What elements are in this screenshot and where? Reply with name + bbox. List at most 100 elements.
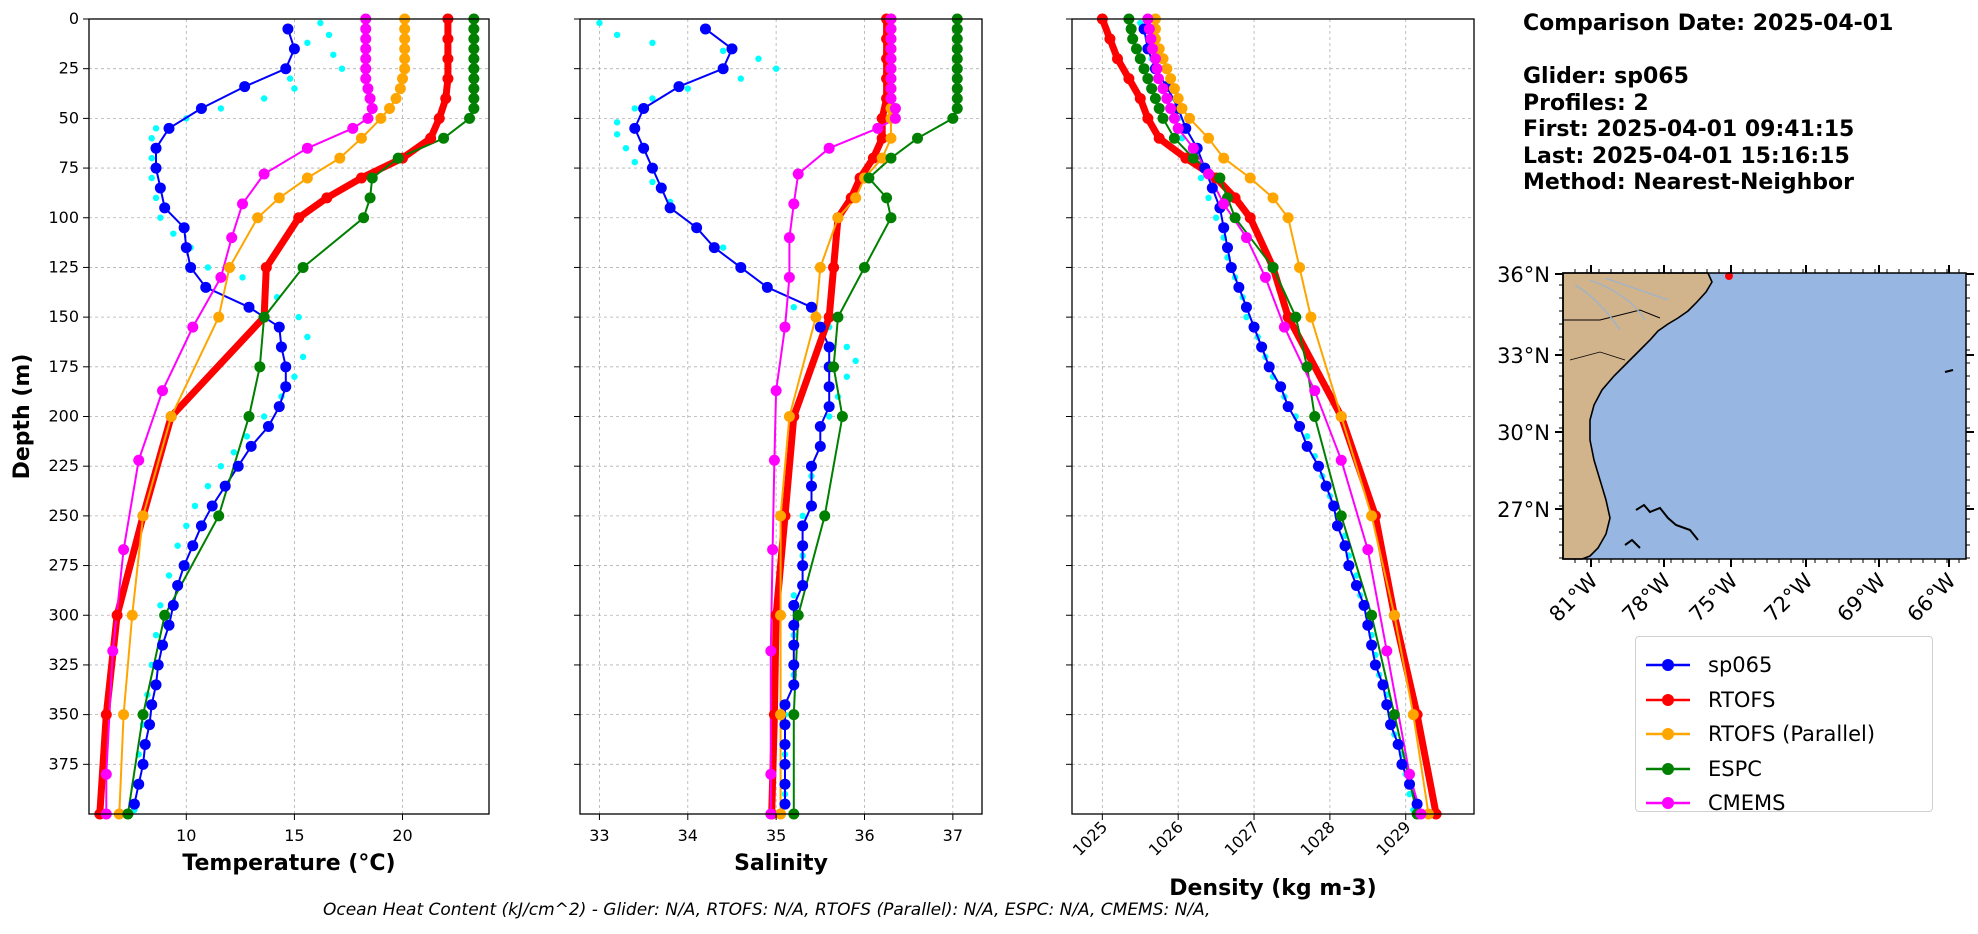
series-line-sp065 xyxy=(1143,28,1419,805)
series-point xyxy=(708,242,720,254)
series-point xyxy=(232,460,244,472)
map-river xyxy=(1604,277,1669,301)
series-point xyxy=(165,411,177,422)
series-point xyxy=(1134,53,1146,65)
series-point xyxy=(1206,182,1218,194)
series-point xyxy=(1388,609,1400,621)
glider-scatter-point xyxy=(217,462,225,470)
series-point xyxy=(358,212,370,224)
series-point xyxy=(765,768,777,780)
series-point xyxy=(273,321,285,333)
map-state-border xyxy=(1563,309,1661,321)
series-point xyxy=(767,544,779,556)
series-point xyxy=(783,271,795,283)
series-point xyxy=(1301,361,1313,373)
series-point xyxy=(1153,102,1165,114)
series-point xyxy=(805,500,817,512)
series-point xyxy=(646,162,658,174)
series-point xyxy=(1165,102,1177,114)
series-point xyxy=(163,122,175,134)
series-point xyxy=(805,480,817,492)
series-point xyxy=(1233,281,1245,293)
y-tick-label: 125 xyxy=(48,257,79,276)
series-point xyxy=(664,202,676,214)
glider-scatter-point xyxy=(260,413,268,420)
series-point xyxy=(150,679,162,691)
series-point xyxy=(788,679,800,691)
series-point xyxy=(779,738,791,750)
legend-swatch xyxy=(1646,797,1690,809)
series-point xyxy=(783,232,795,244)
glider-scatter-point xyxy=(148,174,155,182)
series-point xyxy=(876,112,888,124)
y-tick-label: 0 xyxy=(69,9,79,28)
series-point xyxy=(951,93,963,104)
series-point xyxy=(206,500,218,512)
y-tick-label: 225 xyxy=(48,456,79,475)
legend-label: ESPC xyxy=(1708,756,1762,781)
series-point xyxy=(167,599,179,611)
glider-scatter-point xyxy=(239,274,246,281)
series-point xyxy=(468,63,480,75)
series-point xyxy=(280,381,292,393)
series-point xyxy=(442,53,454,65)
series-point xyxy=(1248,321,1260,333)
series-point xyxy=(638,142,650,154)
series-point xyxy=(1165,73,1177,85)
glider-scatter-point xyxy=(174,542,181,549)
series-point xyxy=(1187,142,1199,154)
series-point xyxy=(1305,311,1317,323)
map-islands xyxy=(1624,503,1699,549)
series-point xyxy=(1142,73,1154,85)
y-tick-label: 100 xyxy=(48,208,79,227)
glider-scatter-point xyxy=(596,19,603,27)
series-point xyxy=(1411,798,1423,810)
series-point xyxy=(384,102,396,114)
x-tick-label: 37 xyxy=(943,826,963,845)
glider-scatter-point xyxy=(152,125,160,132)
series-point xyxy=(885,53,897,65)
series-point xyxy=(1301,440,1313,452)
last-time: Last: 2025-04-01 15:16:15 xyxy=(1523,143,1850,169)
series-point xyxy=(360,33,372,45)
series-point xyxy=(133,778,145,790)
glider-scatter-point xyxy=(790,303,798,311)
series-point xyxy=(792,609,804,621)
glider-scatter-point xyxy=(204,264,212,271)
series-point xyxy=(775,709,787,721)
series-point xyxy=(885,73,897,85)
x-tick-label: 1028 xyxy=(1296,817,1338,859)
series-point xyxy=(1335,510,1347,522)
series-point xyxy=(823,311,835,323)
series-point xyxy=(1221,242,1233,254)
series-point xyxy=(1294,420,1306,432)
glider-scatter-point xyxy=(243,433,251,440)
series-point xyxy=(215,271,227,283)
series-point xyxy=(1404,778,1416,790)
series-point xyxy=(375,112,387,124)
series-point xyxy=(1362,619,1374,631)
series-point xyxy=(1229,212,1241,224)
x-axis-label: Density (kg m-3) xyxy=(1169,876,1377,901)
series-point xyxy=(1339,540,1351,552)
series-point xyxy=(1366,639,1378,651)
series-point xyxy=(1146,83,1158,95)
series-point xyxy=(1369,659,1381,671)
legend-item: sp065 xyxy=(1636,650,1932,680)
series-point xyxy=(912,132,924,144)
series-point xyxy=(717,63,729,75)
series-point xyxy=(1153,132,1165,144)
glider-scatter-point xyxy=(1243,313,1250,321)
series-point xyxy=(726,43,738,55)
series-point xyxy=(224,261,236,273)
map-lat-label: 30°N xyxy=(1497,421,1550,445)
panel-2: 33 34 35 36 37 Salinity xyxy=(574,13,983,876)
series-point xyxy=(699,23,711,35)
profile-count: Profiles: 2 xyxy=(1523,90,1649,116)
x-tick-label: 10 xyxy=(176,826,196,845)
series-point xyxy=(362,112,374,124)
legend-item: ESPC xyxy=(1636,754,1932,784)
series-point xyxy=(814,420,826,432)
series-point xyxy=(867,152,879,164)
glider-scatter-point xyxy=(230,449,238,456)
